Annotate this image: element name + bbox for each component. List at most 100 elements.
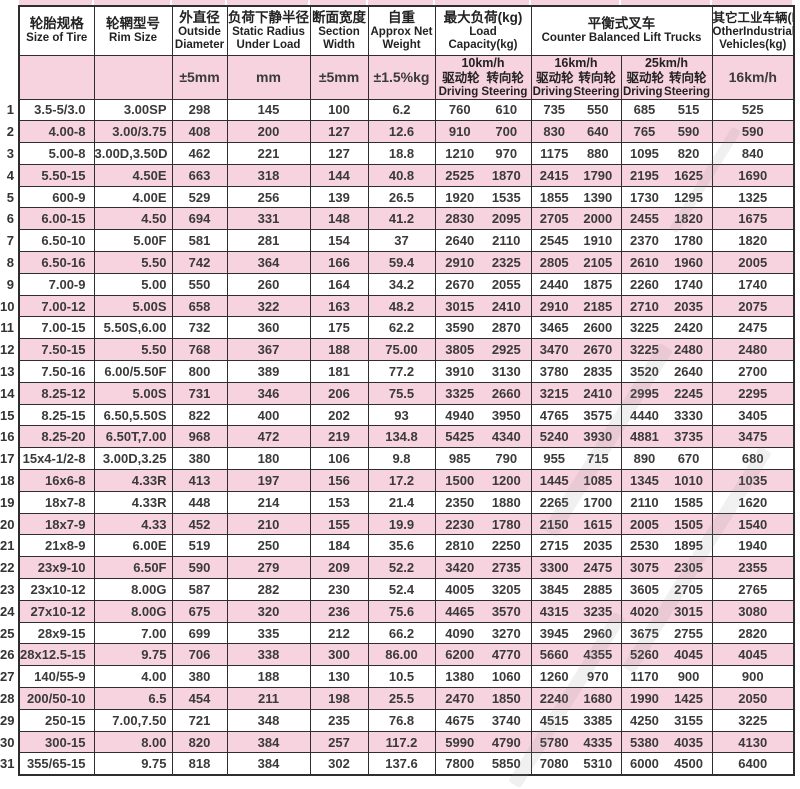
cell-rim-size: 5.00 <box>93 272 173 296</box>
table-row: 28 200/50-10 6.5 454 211 198 25.5 2470 1850 2240 1… <box>0 687 796 710</box>
driving-value: 3420 <box>445 560 475 576</box>
driving-value: 1345 <box>629 472 659 488</box>
cell-load-16kmh: 5660 4355 <box>530 643 622 667</box>
table-row: 8 6.50-16 5.50 742 364 166 59.4 2910 2325 2805 210… <box>0 251 796 274</box>
cell-other-industrial: 6400 <box>711 752 796 776</box>
cell-static-radius: 360 <box>226 316 311 340</box>
cell-load-10kmh: 4940 3950 <box>434 403 532 427</box>
driving-label: Driving <box>532 85 573 98</box>
cell-load-16kmh: 5780 4335 <box>530 730 622 754</box>
table-row: 30 300-15 8.00 820 384 257 117.2 5990 4790 5780 43… <box>0 730 796 754</box>
cell-outside-diameter: 452 <box>171 512 228 536</box>
cell-other-industrial: 900 <box>711 665 796 689</box>
cell-outside-diameter: 380 <box>171 447 228 471</box>
steering-value: 1960 <box>674 254 703 270</box>
driving-value: 1500 <box>445 472 475 488</box>
table-row: 1 3.5-5/3.0 3.00SP 298 145 100 6.2 760 610 735 550… <box>0 98 796 122</box>
cell-static-radius: 221 <box>226 142 311 165</box>
table-row: 21 21x8-9 6.00E 519 250 184 35.6 2810 2250 2715 20… <box>0 534 796 558</box>
cell-load-16kmh: 3465 2600 <box>530 316 622 340</box>
driving-value: 3470 <box>539 342 569 358</box>
cell-section-width: 300 <box>309 643 369 667</box>
cell-section-width: 212 <box>309 621 369 645</box>
cell-static-radius: 348 <box>226 708 311 732</box>
steering-value: 1790 <box>583 167 613 183</box>
cell-net-weight: 26.5 <box>367 185 436 209</box>
cell-load-10kmh: 6200 4770 <box>434 643 532 667</box>
cell-rim-size: 6.00E <box>93 534 173 558</box>
table-row: 29 250-15 7.00,7.50 721 348 235 76.8 4675 3740 45… <box>0 708 796 732</box>
cell-tire-size: 28x12.5-15 <box>18 643 95 667</box>
cell-other-industrial: 1690 <box>711 163 796 187</box>
row-number: 12 <box>0 338 19 361</box>
cell-tire-size: 8.25-12 <box>18 381 95 405</box>
driving-value: 2230 <box>445 516 475 532</box>
cell-static-radius: 472 <box>226 425 311 449</box>
cell-static-radius: 145 <box>226 98 311 122</box>
driving-value: 2670 <box>445 276 475 292</box>
cell-static-radius: 279 <box>226 556 311 580</box>
cell-load-25kmh: 2195 1625 <box>620 163 713 187</box>
cell-outside-diameter: 550 <box>171 272 228 296</box>
cell-outside-diameter: 380 <box>171 665 228 689</box>
cell-load-16kmh: 4315 3235 <box>530 599 622 623</box>
cell-rim-size: 6.50F <box>93 556 173 580</box>
row-number: 31 <box>0 752 19 775</box>
cell-static-radius: 335 <box>226 621 311 645</box>
steering-value: 1625 <box>674 167 703 183</box>
driving-value: 5780 <box>539 734 569 750</box>
cell-load-10kmh: 2670 2055 <box>434 272 532 296</box>
cell-static-radius: 260 <box>226 272 311 296</box>
cell-static-radius: 364 <box>226 251 311 274</box>
driving-value: 3910 <box>445 363 475 379</box>
steering-value: 700 <box>495 124 518 140</box>
cell-load-25kmh: 3225 2420 <box>620 316 713 340</box>
cell-tire-size: 21x8-9 <box>18 534 95 558</box>
cell-net-weight: 117.2 <box>367 730 436 754</box>
cell-tire-size: 7.50-15 <box>18 338 95 362</box>
cell-outside-diameter: 800 <box>171 360 228 383</box>
steering-value: 4035 <box>674 734 703 750</box>
strip-segment <box>310 0 366 5</box>
drive-wheel-label: 驱动轮 <box>536 70 574 85</box>
cell-load-10kmh: 2350 1880 <box>434 490 532 514</box>
steering-value: 1780 <box>491 516 521 532</box>
driving-value: 2545 <box>539 233 569 249</box>
driving-value: 5380 <box>629 734 659 750</box>
header-section-width: 断面宽度 Section Width <box>309 5 369 56</box>
cell-load-16kmh: 1855 1390 <box>530 185 622 209</box>
driving-value: 7080 <box>539 756 569 772</box>
steering-value: 4340 <box>491 429 521 445</box>
cell-net-weight: 48.2 <box>367 294 436 318</box>
steer-wheel-label: 转向轮 <box>486 70 524 85</box>
cell-load-10kmh: 3910 3130 <box>434 360 532 383</box>
strip-segment <box>621 0 710 5</box>
steering-value: 1850 <box>491 690 521 706</box>
driving-value: 2610 <box>629 254 659 270</box>
cell-outside-diameter: 742 <box>171 251 228 274</box>
cell-tire-size: 6.00-15 <box>18 207 95 231</box>
driving-value: 2470 <box>445 690 475 706</box>
cell-section-width: 257 <box>309 730 369 754</box>
cell-load-10kmh: 4005 3205 <box>434 578 532 601</box>
cell-other-industrial: 2050 <box>711 687 796 710</box>
cell-other-industrial: 680 <box>711 447 796 471</box>
header-static-radius: 负荷下静半径 Static Radius Under Load <box>226 5 311 56</box>
cell-section-width: 127 <box>309 120 369 144</box>
cell-other-industrial: 2475 <box>711 316 796 340</box>
subheader-sw-tolerance: ±5mm <box>309 54 369 100</box>
cell-static-radius: 367 <box>226 338 311 362</box>
cell-outside-diameter: 587 <box>171 578 228 601</box>
row-number: 29 <box>0 709 19 732</box>
steering-value: 2325 <box>491 254 521 270</box>
subheader-speed-10kmh: 10km/h 驱动轮 转向轮 Driving Steering <box>434 54 532 100</box>
cell-rim-size: 7.00 <box>93 621 173 645</box>
driving-value: 3215 <box>539 385 569 401</box>
row-number: 7 <box>0 229 19 252</box>
cell-load-16kmh: 3780 2835 <box>530 360 622 383</box>
steering-value: 1870 <box>491 167 521 183</box>
cell-load-16kmh: 3215 2410 <box>530 381 622 405</box>
cell-outside-diameter: 820 <box>171 730 228 754</box>
cell-load-10kmh: 2230 1780 <box>434 512 532 536</box>
table-row: 9 7.00-9 5.00 550 260 164 34.2 2670 2055 2440 1875… <box>0 272 796 296</box>
